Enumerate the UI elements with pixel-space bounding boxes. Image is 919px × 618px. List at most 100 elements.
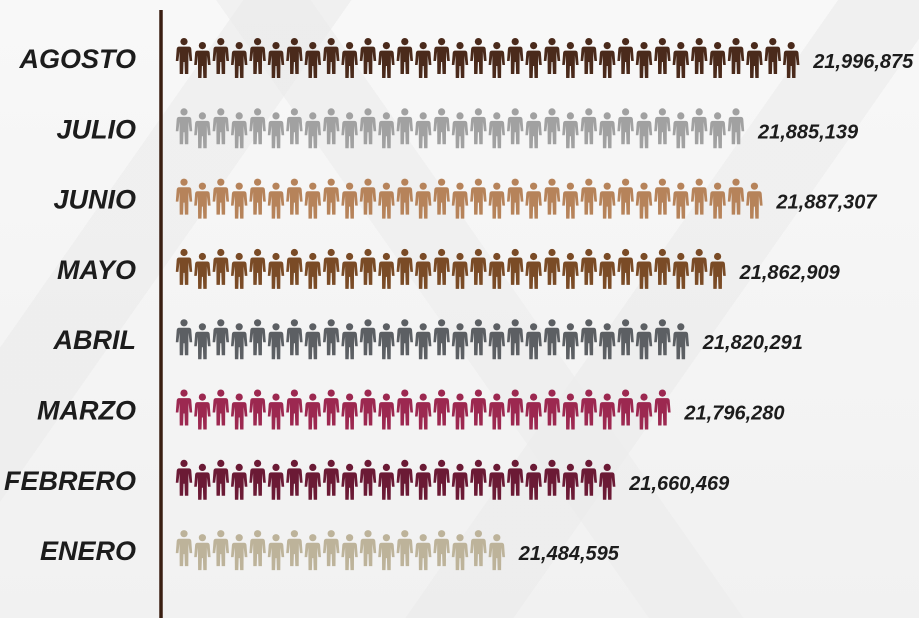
person-icon: [359, 319, 377, 356]
person-icon: [525, 463, 542, 500]
person-icon: [415, 182, 432, 219]
person-icon: [433, 389, 450, 426]
month-label-junio: JUNIO: [53, 185, 136, 215]
person-icon: [507, 459, 524, 496]
person-icon: [286, 389, 303, 426]
person-icon: [267, 112, 285, 149]
person-icon: [617, 248, 634, 285]
person-icon: [599, 182, 616, 219]
person-icon: [599, 112, 616, 149]
person-icon: [341, 323, 358, 360]
person-icon: [691, 108, 708, 145]
person-icon: [543, 38, 561, 74]
person-icon: [286, 178, 303, 215]
person-icon: [451, 534, 469, 571]
person-icon: [635, 323, 653, 360]
person-icon: [304, 323, 321, 360]
person-icon: [507, 178, 524, 215]
person-icon: [433, 38, 450, 74]
person-icon: [267, 182, 285, 219]
person-icon: [304, 112, 321, 149]
month-label-agosto: AGOSTO: [18, 44, 136, 74]
person-icon: [654, 319, 671, 356]
person-icon: [249, 530, 266, 567]
person-icon: [599, 42, 616, 78]
person-icon: [396, 108, 413, 145]
person-icon: [672, 42, 689, 78]
person-icon: [525, 393, 542, 430]
person-icon: [378, 182, 395, 219]
person-icon: [231, 534, 248, 571]
person-icon: [543, 108, 561, 145]
person-icon: [286, 38, 303, 74]
month-label-julio: JULIO: [56, 114, 136, 144]
value-label-mayo: 21,862,909: [739, 262, 841, 284]
person-icon: [635, 42, 653, 78]
person-icon: [341, 252, 358, 289]
person-icon: [433, 530, 450, 567]
person-icon: [580, 459, 597, 496]
person-icon: [396, 38, 413, 74]
person-icon: [396, 530, 413, 567]
person-icon: [286, 319, 303, 356]
person-icon: [249, 108, 266, 145]
person-icon: [617, 38, 634, 74]
person-icon: [341, 393, 358, 430]
value-label-abril: 21,820,291: [702, 332, 803, 354]
person-icon: [672, 182, 689, 219]
person-icon: [580, 319, 597, 356]
person-icon: [617, 319, 634, 356]
person-icon: [341, 463, 358, 500]
icon-row-febrero: [175, 459, 616, 500]
person-icon: [727, 38, 745, 74]
person-icon: [396, 459, 413, 496]
person-icon: [175, 459, 193, 496]
person-icon: [635, 112, 653, 149]
person-icon: [617, 389, 634, 426]
person-icon: [231, 323, 248, 360]
person-icon: [175, 38, 193, 74]
person-icon: [525, 42, 542, 78]
person-icon: [378, 112, 395, 149]
person-icon: [415, 42, 432, 78]
person-icon: [396, 389, 413, 426]
value-label-marzo: 21,796,280: [683, 403, 784, 425]
person-icon: [488, 323, 505, 360]
person-icon: [194, 534, 211, 571]
person-icon: [654, 108, 671, 145]
person-icon: [396, 178, 413, 215]
person-icon: [341, 42, 358, 78]
icon-row-enero: [175, 530, 505, 571]
month-label-marzo: MARZO: [37, 396, 136, 426]
person-icon: [194, 393, 211, 430]
person-icon: [746, 42, 763, 78]
person-icon: [488, 112, 505, 149]
person-icon: [249, 459, 266, 496]
person-icon: [267, 323, 285, 360]
person-icon: [562, 112, 579, 149]
person-icon: [709, 112, 726, 149]
person-icon: [304, 42, 321, 78]
person-icon: [415, 252, 432, 289]
person-icon: [359, 459, 377, 496]
person-icon: [672, 252, 689, 289]
person-icon: [433, 459, 450, 496]
month-label-enero: ENERO: [40, 536, 136, 566]
person-icon: [249, 389, 266, 426]
person-icon: [212, 319, 229, 356]
person-icon: [470, 530, 487, 567]
person-icon: [359, 389, 377, 426]
person-icon: [451, 323, 469, 360]
person-icon: [654, 38, 671, 74]
person-icon: [783, 42, 800, 78]
person-icon: [525, 323, 542, 360]
person-icon: [709, 42, 726, 78]
person-icon: [359, 108, 377, 145]
person-icon: [304, 463, 321, 500]
person-icon: [341, 534, 358, 571]
person-icon: [231, 182, 248, 219]
person-icon: [231, 112, 248, 149]
person-icon: [470, 108, 487, 145]
person-icon: [194, 252, 211, 289]
